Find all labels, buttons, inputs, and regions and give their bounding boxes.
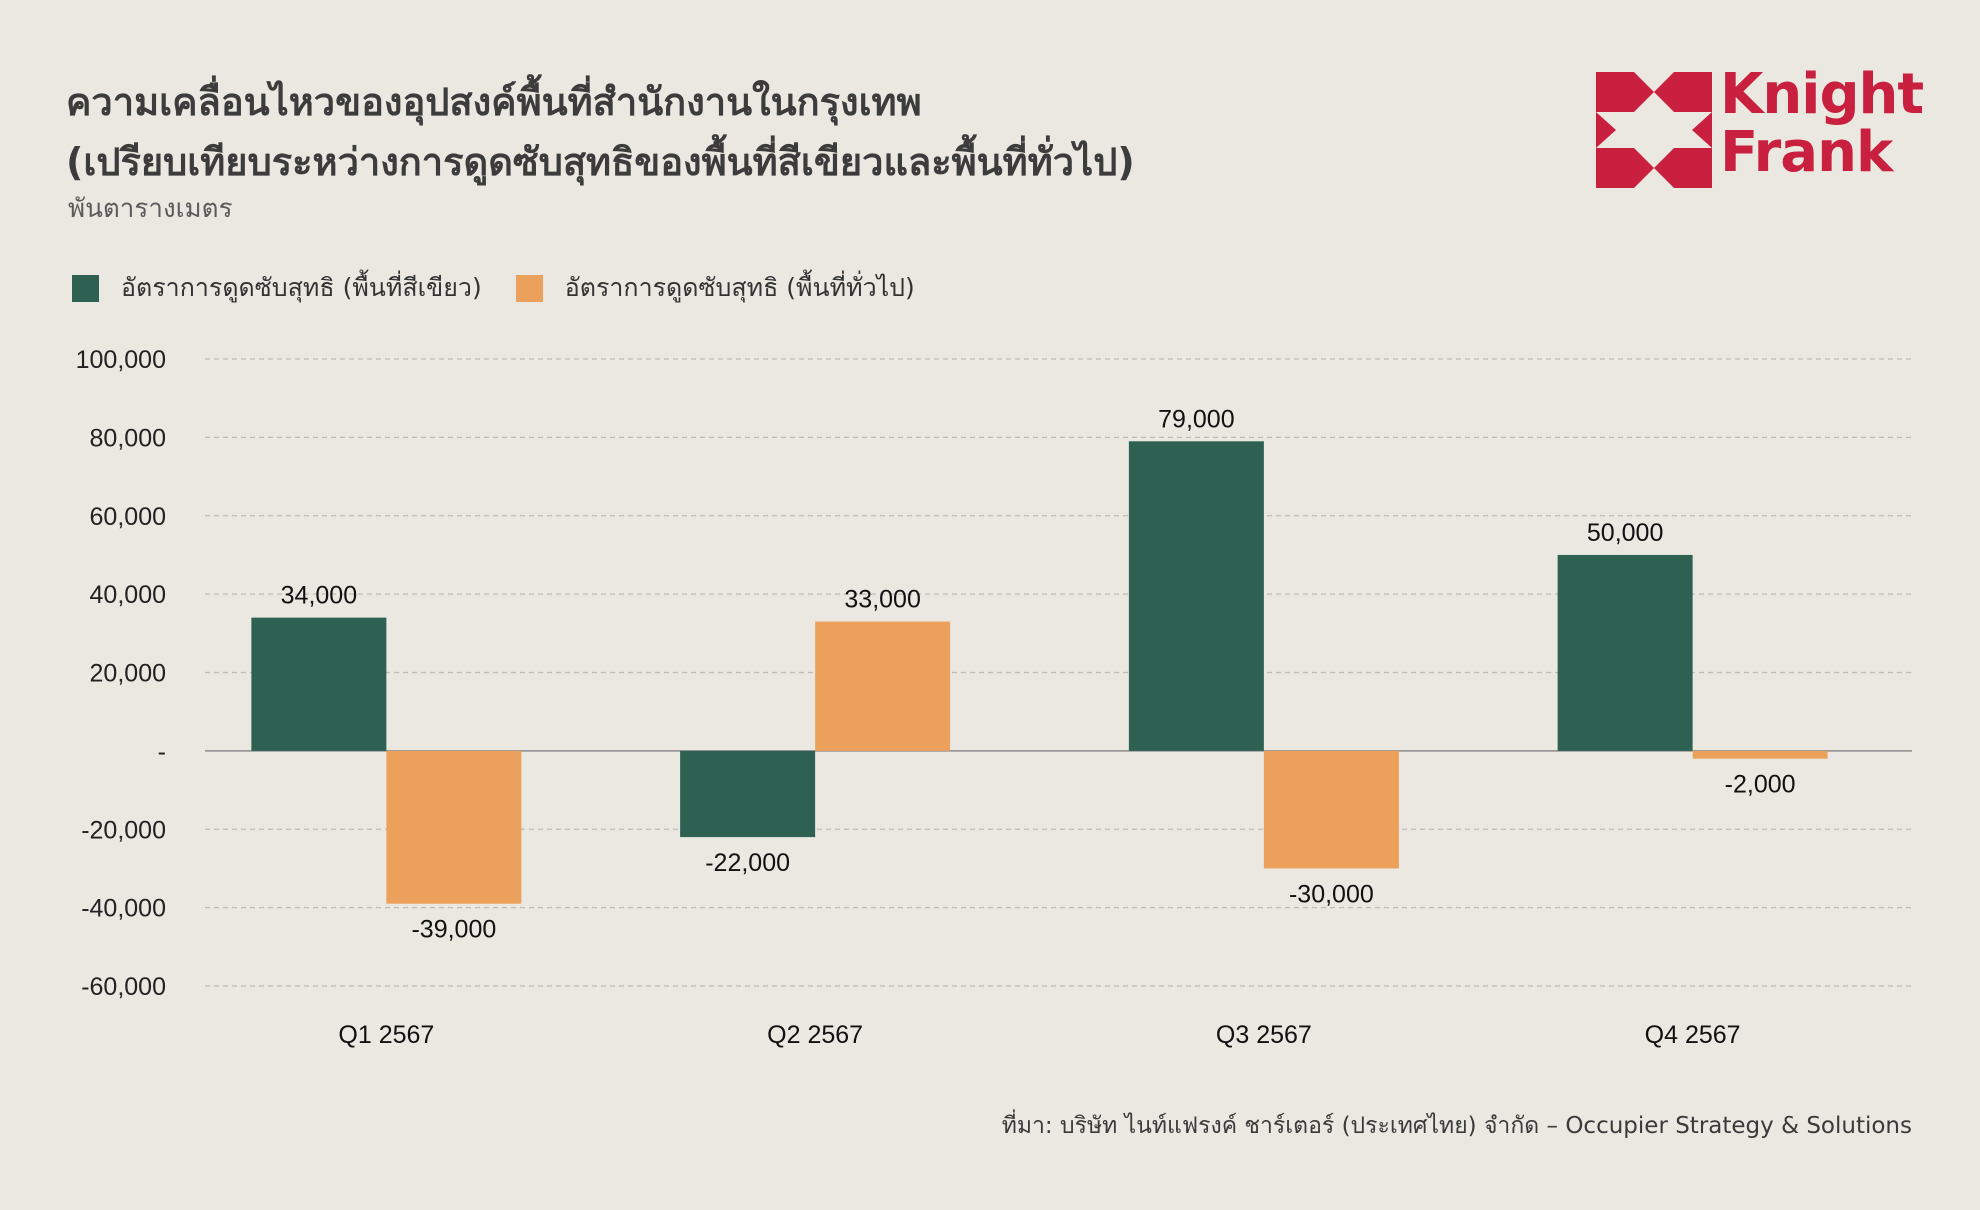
data-label: -39,000 — [411, 916, 496, 944]
chart-title-line-1: ความเคลื่อนไหวของอุปสงค์พื้นที่สำนักงานใ… — [66, 80, 922, 124]
data-label: 34,000 — [281, 582, 357, 610]
logo-word-frank: Frank — [1720, 120, 1893, 185]
bar-general — [386, 750, 522, 904]
bar-general — [1692, 750, 1828, 759]
x-tick-label: Q4 2567 — [1645, 1021, 1741, 1049]
legend-swatch-general — [515, 274, 543, 302]
y-tick-label: -40,000 — [81, 895, 166, 923]
data-label: -22,000 — [705, 849, 790, 877]
knight-frank-logo: Knight Frank — [1596, 66, 1924, 192]
data-label: 79,000 — [1158, 405, 1234, 433]
data-label: 33,000 — [844, 586, 920, 614]
data-label: 50,000 — [1587, 519, 1663, 547]
bar-chart: 100,000 80,000 60,000 40,000 20,000 - -20,000 -… — [76, 346, 1912, 1049]
x-tick-label: Q3 2567 — [1216, 1021, 1312, 1049]
y-tick-label: - — [158, 738, 166, 766]
bar-green — [1557, 554, 1693, 751]
data-label: -30,000 — [1289, 880, 1374, 908]
x-tick-label: Q1 2567 — [338, 1021, 434, 1049]
legend-item-green: อัตราการดูดซับสุทธิ (พื้นที่สีเขียว) — [72, 268, 482, 308]
x-tick-label: Q2 2567 — [767, 1021, 863, 1049]
y-tick-label: 40,000 — [90, 581, 166, 609]
unit-label: พันตารางเมตร — [68, 194, 233, 224]
y-tick-label: 60,000 — [90, 503, 166, 531]
chart-legend: อัตราการดูดซับสุทธิ (พื้นที่สีเขียว) อัต… — [72, 268, 949, 308]
source-note: ที่มา: บริษัท ไนท์แฟรงค์ ชาร์เตอร์ (ประเ… — [1001, 1113, 1912, 1139]
chart-title: ความเคลื่อนไหวของอุปสงค์พื้นที่สำนักงานใ… — [66, 72, 1516, 192]
y-tick-label: -20,000 — [81, 816, 166, 844]
legend-swatch-green — [72, 274, 99, 302]
bar-green — [1128, 441, 1264, 751]
logo-wordmark: Knight Frank — [1720, 62, 1924, 185]
y-tick-label: 80,000 — [90, 424, 166, 452]
logo-word-knight: Knight — [1720, 62, 1924, 127]
bar-general — [815, 621, 951, 751]
chart-title-line-2: (เปรียบเทียบระหว่างการดูดซับสุทธิของพื้น… — [66, 140, 1135, 184]
bar-green — [251, 617, 387, 751]
y-tick-label: -60,000 — [81, 973, 166, 1001]
legend-item-general: อัตราการดูดซับสุทธิ (พื้นที่ทั่วไป) — [515, 268, 915, 308]
legend-label-general: อัตราการดูดซับสุทธิ (พื้นที่ทั่วไป) — [564, 273, 915, 302]
y-tick-label: 20,000 — [90, 660, 166, 688]
bar-general — [1263, 750, 1399, 869]
y-tick-label: 100,000 — [76, 346, 166, 374]
legend-label-green: อัตราการดูดซับสุทธิ (พื้นที่สีเขียว) — [121, 273, 482, 302]
bar-green — [680, 750, 816, 838]
data-label: -2,000 — [1725, 771, 1796, 799]
knight-frank-logo-icon — [1596, 72, 1712, 188]
